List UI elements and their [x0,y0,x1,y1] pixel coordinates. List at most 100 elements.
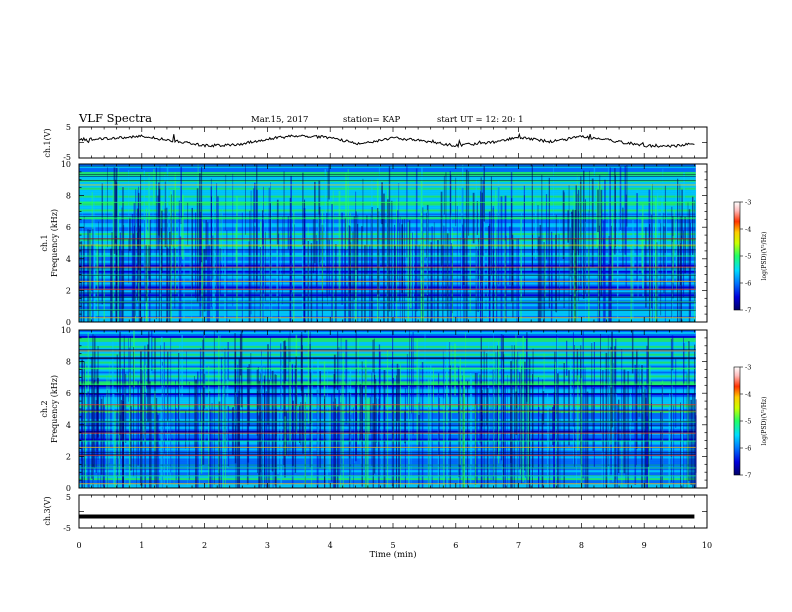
spectrogram-dark-line [79,238,696,240]
spectrogram-streak [387,350,389,488]
spectrogram-band [79,345,696,349]
spectrogram-streak [576,173,578,322]
spectrogram-streak [404,218,405,322]
spectrogram-streak [82,191,83,267]
spectrogram-streak [680,402,681,488]
spectrogram-streak [259,373,261,473]
spectrogram-streak [647,336,649,467]
spectrogram-streak [583,170,585,299]
spectrogram-streak [518,238,519,322]
spectrogram-streak [92,334,94,468]
spectrogram-streak [156,412,158,457]
spectrogram-streak [146,229,148,322]
spectrogram-streak [268,379,270,488]
spectrogram-line [79,383,696,385]
spectrogram-streak [141,370,143,487]
spectrogram-streak [442,244,444,322]
spectrogram-streak [211,403,213,488]
spectrogram-streak [277,411,279,474]
spectrogram-streak [396,363,399,422]
spectrogram-streak [223,346,226,460]
spectrogram-streak [679,184,681,322]
spectrogram-streak [683,336,684,419]
spectrogram-streak [110,248,112,322]
spectrogram-streak [562,190,565,259]
spectrogram-streak [648,189,651,250]
spectrogram-streak [538,377,539,488]
spectrogram-streak [497,187,500,285]
spectrogram-streak [567,210,569,243]
spectrogram-streak [661,197,663,246]
spectrogram-streak [520,219,522,322]
spectrogram-streak [129,406,132,471]
spectrogram-streak [199,348,202,422]
spectrogram-streak [163,342,165,454]
spectrogram-streak [443,225,445,281]
ch1-spectrogram-ytick-label: 10 [61,160,71,169]
spectrogram-streak [197,371,199,488]
spectrogram-streak [446,233,449,322]
spectrogram-streak [523,185,525,230]
spectrogram-streak [140,350,142,486]
spectrogram-streak [236,396,239,488]
spectrogram-dark-line [79,268,696,270]
spectrogram-line [79,432,696,434]
spectrogram-streak [687,356,688,395]
spectrogram-streak [695,399,697,488]
spectrogram-streak [210,178,212,237]
spectrogram-streak [571,212,573,274]
spectrogram-streak [496,229,498,322]
spectrogram-streak [133,203,135,294]
spectrogram-streak [119,232,121,322]
spectrogram-streak [442,349,444,406]
spectrogram-streak [112,341,114,444]
spectrogram-dark-line [79,249,696,251]
spectrogram-line [79,309,696,311]
spectrogram-streak [664,250,666,322]
spectrogram-streak [438,397,440,488]
spectrogram-streak [663,226,665,293]
spectrogram-streak [111,232,113,322]
spectrogram-streak [588,210,590,297]
ch1-ytick-bottom: -5 [63,153,71,162]
x-tick-label: 6 [453,541,458,550]
spectrogram-streak [337,331,339,391]
x-tick-label: 1 [139,541,144,550]
spectrogram-streak [450,243,452,322]
spectrogram-streak [498,341,500,464]
spectrogram-streak [301,331,303,396]
spectrogram-streak [276,374,277,437]
spectrogram-streak [119,415,121,459]
spectrogram-streak [618,399,620,473]
ch2-spectrogram-ytick-label: 2 [66,452,71,461]
x-tick-label: 2 [202,541,207,550]
spectrogram-streak [222,208,223,277]
spectrogram-streak [378,411,380,488]
spectrogram-streak [563,192,565,309]
spectrogram-streak [222,357,224,488]
spectrogram-streak [420,179,423,322]
spectrogram-streak [245,164,246,235]
spectrogram-line [79,255,696,257]
spectrogram-streak [294,365,297,473]
spectrogram-streak [107,390,108,488]
spectrogram-band [79,173,696,177]
spectrogram-streak [290,175,292,292]
spectrogram-streak [516,239,518,322]
spectrogram-streak [475,404,477,488]
spectrogram-streak [532,348,534,469]
ch2-spectrogram-ytick-label: 0 [66,484,71,493]
spectrogram-streak [392,249,394,322]
spectrogram-streak [625,194,627,287]
spectrogram-streak [279,230,281,322]
spectrogram-streak [381,182,383,225]
spectrogram-streak [378,165,380,248]
spectrogram-streak [302,172,304,246]
spectrogram-streak [538,236,540,322]
spectrogram-streak [391,200,393,322]
spectrogram-streak [164,174,166,209]
spectrogram-streak [678,245,679,282]
spectrogram-streak [644,245,646,296]
spectrogram-streak [502,360,503,488]
